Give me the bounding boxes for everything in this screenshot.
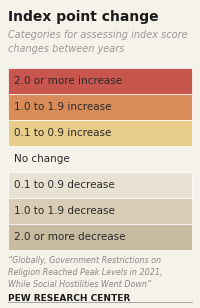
Text: PEW RESEARCH CENTER: PEW RESEARCH CENTER	[8, 294, 130, 303]
Text: No change: No change	[14, 154, 70, 164]
Text: Categories for assessing index score
changes between years: Categories for assessing index score cha…	[8, 30, 188, 54]
Text: Index point change: Index point change	[8, 10, 159, 24]
Bar	[8, 224, 192, 250]
Text: 0.1 to 0.9 increase: 0.1 to 0.9 increase	[14, 128, 111, 138]
Bar	[8, 68, 192, 94]
Bar	[8, 198, 192, 224]
Text: 0.1 to 0.9 decrease: 0.1 to 0.9 decrease	[14, 180, 115, 190]
Text: 1.0 to 1.9 decrease: 1.0 to 1.9 decrease	[14, 206, 115, 216]
Bar	[8, 172, 192, 198]
Text: 1.0 to 1.9 increase: 1.0 to 1.9 increase	[14, 102, 112, 112]
Text: 2.0 or more decrease: 2.0 or more decrease	[14, 232, 126, 242]
Bar	[8, 94, 192, 120]
Text: “Globally, Government Restrictions on
Religion Reached Peak Levels in 2021,
Whil: “Globally, Government Restrictions on Re…	[8, 256, 162, 289]
Text: 2.0 or more increase: 2.0 or more increase	[14, 76, 122, 86]
Bar	[8, 120, 192, 146]
